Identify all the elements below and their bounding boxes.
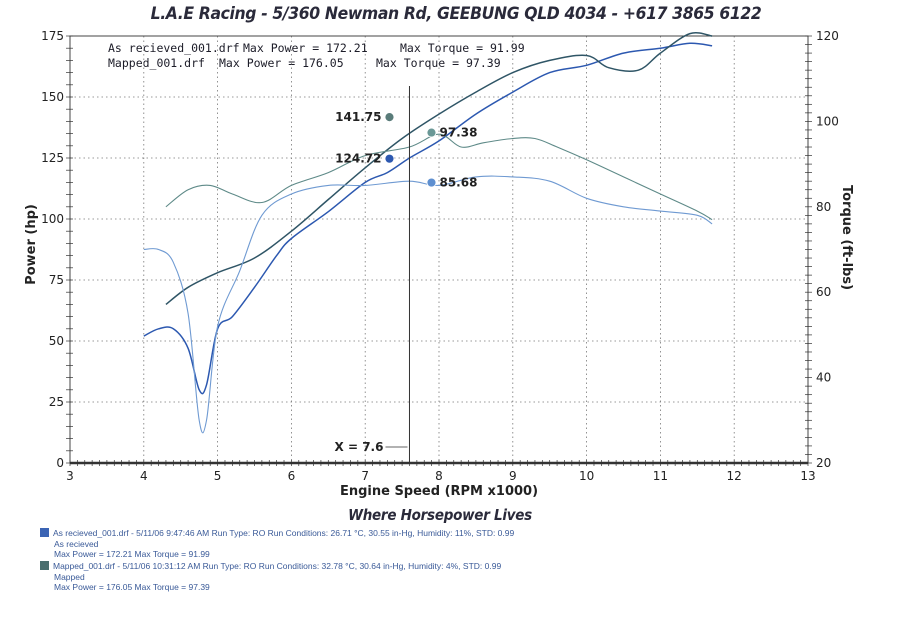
x-tick-label: 8 (435, 469, 443, 483)
x-tick-label: 13 (800, 469, 815, 483)
marker-dot (426, 127, 437, 138)
y-tick-label: 175 (41, 29, 64, 43)
series-line-as-recieved-power (143, 42, 713, 395)
y-tick-label: 50 (49, 334, 64, 348)
cursor-label: X = 7.6 (335, 440, 384, 454)
run-info-1: As recieved_001.drf - 5/11/06 9:47:46 AM… (40, 528, 514, 560)
y-tick-label: 0 (56, 456, 64, 470)
y-axis-label: Power (hp) (24, 204, 39, 285)
markers: 141.75 124.72 97.38 85.68 (335, 110, 477, 189)
run-header-1: As recieved_001.drf - 5/11/06 9:47:46 AM… (40, 528, 514, 539)
run-swatch-2 (40, 561, 49, 570)
y2-tick-label: 100 (816, 114, 839, 128)
series-line-mapped-power (165, 31, 713, 305)
x-tick-label: 11 (653, 469, 668, 483)
y2-tick-label: 80 (816, 200, 831, 214)
grid (69, 35, 809, 464)
marker-label: 85.68 (439, 176, 477, 190)
x-tick-label: 12 (727, 469, 742, 483)
y-tick-label: 25 (49, 395, 64, 409)
series-line-mapped-torque (165, 133, 713, 221)
marker-dot (384, 112, 395, 123)
dyno-chart: 3 4 5 6 7 8 9 10 11 12 13 0 25 50 75 100 125 150 175 20 40 60… (24, 29, 854, 499)
marker-label: 124.72 (335, 152, 381, 166)
page-title: L.A.E Racing - 5/360 Newman Rd, GEEBUNG … (150, 4, 762, 24)
series-layer (143, 31, 713, 434)
run-header-2: Mapped_001.drf - 5/11/06 10:31:12 AM Run… (40, 561, 501, 572)
x-tick-label: 7 (361, 469, 369, 483)
tagline: Where Horsepower Lives (348, 506, 532, 524)
axes: 3 4 5 6 7 8 9 10 11 12 13 0 25 50 75 100 125 150 175 20 40 60… (24, 29, 854, 499)
run-max-2: Max Power = 176.05 Max Torque = 97.39 (54, 582, 210, 592)
run-name-2: Mapped (54, 571, 85, 582)
marker-label: 97.38 (439, 126, 477, 140)
summary-run2-max-torque: Max Torque = 97.39 (376, 56, 501, 70)
run-max-1: Max Power = 172.21 Max Torque = 91.99 (54, 549, 210, 559)
run-swatch-1 (40, 528, 49, 537)
y2-tick-label: 40 (816, 371, 831, 385)
summary-run2-file: Mapped_001.drf (108, 56, 205, 70)
y2-axis-label: Torque (ft-lbs) (839, 185, 854, 290)
summary-run2-max-power: Max Power = 176.05 (219, 56, 344, 70)
summary-run1-max-torque: Max Torque = 91.99 (400, 41, 525, 55)
y-tick-label: 150 (41, 90, 64, 104)
marker-label: 141.75 (335, 110, 381, 124)
x-tick-label: 5 (214, 469, 222, 483)
run-header-text-2: Mapped_001.drf - 5/11/06 10:31:12 AM Run… (53, 561, 502, 571)
y-tick-label: 75 (49, 273, 64, 287)
x-tick-label: 4 (140, 469, 148, 483)
y2-tick-label: 120 (816, 29, 839, 43)
x-tick-label: 10 (579, 469, 594, 483)
series-line-as-recieved-torque (143, 175, 713, 434)
run-info-2: Mapped_001.drf - 5/11/06 10:31:12 AM Run… (40, 561, 501, 593)
x-axis-label: Engine Speed (RPM x1000) (340, 484, 538, 499)
summary-run1-max-power: Max Power = 172.21 (243, 41, 368, 55)
x-tick-label: 6 (288, 469, 296, 483)
y-tick-label: 100 (41, 212, 64, 226)
x-tick-label: 3 (66, 469, 74, 483)
marker-dot (426, 177, 437, 188)
marker-dot (384, 153, 395, 164)
summary-run1-file: As recieved_001.drf (108, 41, 240, 55)
run-header-text-1: As recieved_001.drf - 5/11/06 9:47:46 AM… (53, 528, 515, 538)
run-name-1: As recieved (54, 538, 99, 549)
y-tick-label: 125 (41, 151, 64, 165)
y2-tick-label: 20 (816, 456, 831, 470)
x-tick-label: 9 (509, 469, 517, 483)
y2-tick-label: 60 (816, 285, 831, 299)
